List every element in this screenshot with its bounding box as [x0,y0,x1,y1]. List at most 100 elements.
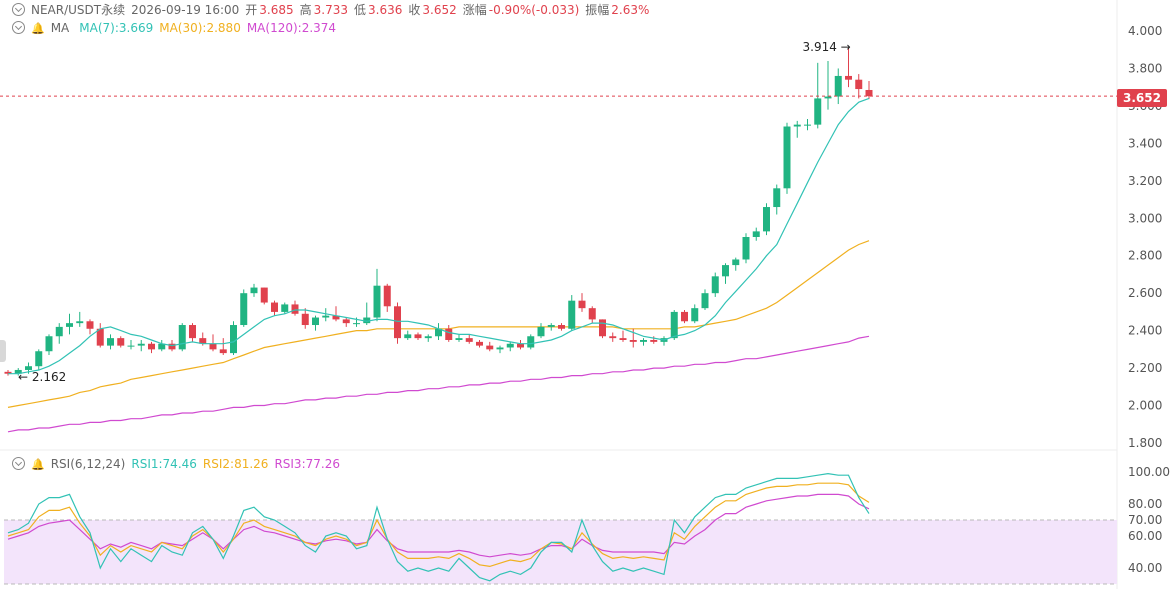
candle [301,308,309,329]
candle-body [4,371,12,374]
candle-body [670,311,678,339]
candle-body [260,287,268,303]
ma7-legend: MA(7):3.669 [79,21,154,35]
candle-body [117,338,125,346]
rsi-indicator-name: RSI(6,12,24) [50,457,126,471]
candle [230,321,237,355]
candle-body [537,326,545,337]
candle-body [476,341,483,346]
candle [824,60,832,110]
rsi3-line [7,493,870,558]
candle-body [455,338,463,340]
candle [711,272,719,297]
candle [609,332,617,342]
candle-body [148,343,155,350]
candle-body [353,323,360,325]
candle-body [465,338,473,342]
high-value: 3.733 [313,3,349,17]
candle-body [55,326,63,337]
candle [45,334,53,355]
last-price-tag: 3.652 [1117,89,1167,107]
candle-body [486,345,494,350]
candle [732,257,740,271]
datetime-label: 2026-09-19 16:00 [131,3,240,17]
bell-icon[interactable]: 🔔 [31,22,45,35]
candle-body [240,293,248,326]
candle [424,334,432,342]
candle [86,319,94,335]
amplitude-label: 振幅 [585,3,610,17]
scroll-handle[interactable] [0,340,6,362]
change-label: 涨幅 [462,3,487,17]
close-label: 收 [408,3,421,17]
candle-body [640,340,647,342]
candle-body [25,366,32,370]
candle [517,340,524,350]
open-label: 开 [245,3,258,17]
rsi-bell-icon[interactable]: 🔔 [31,458,45,471]
rsi1-legend: RSI1:74.46 [131,457,197,471]
candle [465,334,473,344]
candle [486,341,494,352]
candle-body [363,317,371,324]
rsi-collapse-icon[interactable] [12,457,25,470]
candle [394,302,401,344]
candle-body [178,325,186,350]
candle-body [189,325,196,339]
candle [681,310,688,324]
candle-body [845,75,852,80]
candle-body [814,98,822,125]
candle-body [629,340,637,342]
candle [722,263,729,284]
candle [506,341,514,352]
candle [660,336,668,346]
candle-body [35,351,43,367]
candle-body [783,126,791,189]
close-value: 3.652 [422,3,457,17]
candle [209,334,217,352]
rsi-band [4,520,1117,584]
candle [158,340,166,352]
ma-collapse-icon[interactable] [12,21,25,34]
price-tick-label: 4.000 [1128,24,1162,38]
candle [845,47,852,88]
candle-body [701,293,709,309]
candle [137,340,145,352]
candle [189,323,196,342]
candle-body [793,124,801,127]
candle-body [506,343,514,348]
candle-body [445,328,453,340]
rsi3-legend: RSI3:77.26 [274,457,340,471]
candle-body [711,276,719,294]
candle-body [424,336,432,339]
rsi-tick-label: 100.00 [1128,465,1170,479]
candle [322,308,330,322]
candle [496,345,504,354]
candle [291,300,299,316]
candle-body [619,338,627,340]
candle-body [96,328,104,346]
high-annotation: 3.914 → [803,40,851,54]
collapse-chevron-icon[interactable] [12,3,25,16]
rsi-tick-label: 70.00 [1128,513,1162,527]
candle [619,330,627,342]
candle-body [342,319,350,324]
rsi-tick-label: 40.00 [1128,561,1162,575]
candle-body [86,321,94,329]
candle [404,330,412,340]
candle [127,340,135,350]
candle-body [312,317,319,326]
candle-body [722,265,729,277]
candle [250,283,258,297]
candle [793,120,801,138]
candle [414,332,422,340]
open-value: 3.685 [259,3,294,17]
candle [66,313,73,335]
candle [312,315,319,331]
candle-body [76,321,84,324]
candle [547,323,555,331]
price-tick-label: 3.000 [1128,211,1162,225]
candle [752,227,760,241]
candle-body [804,124,811,126]
